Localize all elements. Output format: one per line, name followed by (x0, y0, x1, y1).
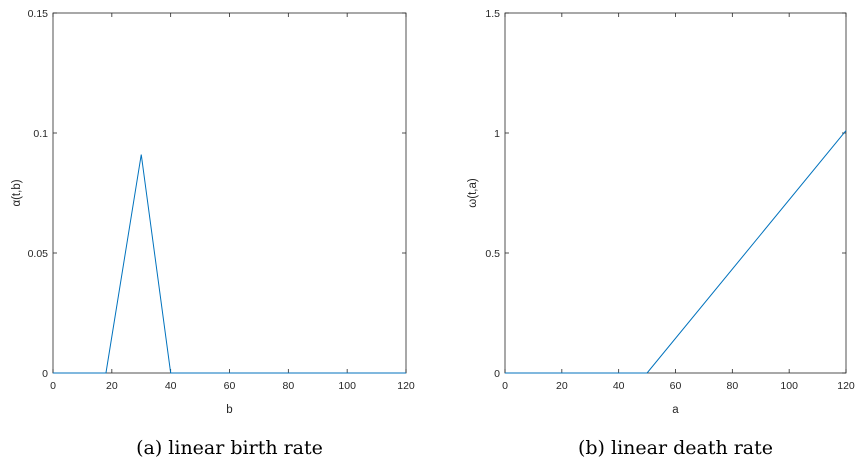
x-tick-label-b: 60 (670, 380, 682, 392)
y-tick-label-b: 1.5 (485, 8, 500, 20)
y-tick-label-b: 0 (494, 368, 500, 380)
x-tick-label-b: 40 (613, 380, 625, 392)
caption-b: (b) linear death rate (578, 437, 773, 459)
y-tick-label-a: 0.05 (28, 248, 49, 260)
plot-area-a (52, 12, 407, 374)
x-tick-label-b: 120 (837, 380, 855, 392)
x-tick-label-b: 80 (726, 380, 738, 392)
x-tick-label-a: 0 (50, 380, 56, 392)
x-tick-label-a: 120 (397, 380, 415, 392)
plot-area-b (504, 12, 847, 374)
x-tick-label-a: 40 (165, 380, 177, 392)
y-tick-label-a: 0 (42, 368, 48, 380)
x-tick-label-a: 100 (338, 380, 356, 392)
x-axis-label-a: b (226, 404, 232, 416)
x-tick-label-a: 80 (282, 380, 294, 392)
y-tick-label-a: 0.15 (28, 8, 49, 20)
x-tick-label-b: 100 (780, 380, 798, 392)
x-tick-label-b: 0 (502, 380, 508, 392)
series-line-b (505, 130, 847, 374)
x-tick-label-b: 20 (556, 380, 568, 392)
y-axis-label-b: ω(t,a) (467, 178, 479, 208)
ticks-a: 0 20 40 60 80 100 120 0 0.05 0.1 0.15 (28, 8, 415, 392)
y-tick-label-a: 0.1 (33, 128, 48, 140)
chart-b: 0 20 40 60 80 100 120 0 0.5 1 1.5 a ω(t,a) (b) lin… (467, 8, 855, 459)
y-tick-label-b: 1 (494, 128, 500, 140)
caption-a: (a) linear birth rate (136, 437, 323, 459)
x-tick-label-a: 60 (224, 380, 236, 392)
x-axis-label-b: a (672, 404, 679, 416)
ticks-b: 0 20 40 60 80 100 120 0 0.5 1 1.5 (485, 8, 855, 392)
y-axis-label-a: α(t,b) (11, 179, 23, 206)
x-tick-label-a: 20 (106, 380, 118, 392)
y-tick-label-b: 0.5 (485, 248, 500, 260)
series-line-a (53, 154, 406, 374)
chart-a: 0 20 40 60 80 100 120 0 0.05 0.1 0.15 b α(t,b) (a)… (11, 8, 415, 459)
